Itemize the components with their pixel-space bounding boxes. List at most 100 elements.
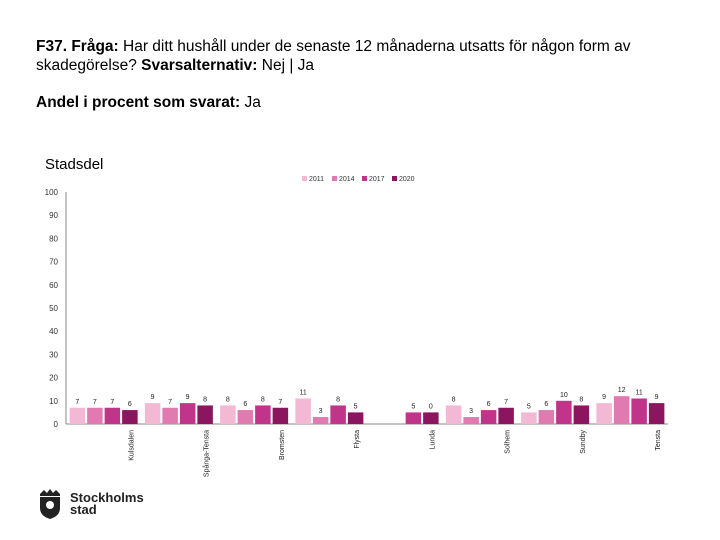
alternatives-text: Nej | Ja [261, 57, 315, 74]
bar-2020-0 [122, 410, 138, 424]
legend-label: 2011 [309, 176, 324, 183]
y-tick-label: 80 [49, 234, 58, 243]
data-label: 11 [635, 389, 642, 396]
bar-2014-3 [312, 417, 329, 424]
data-label: 6 [128, 401, 132, 408]
bar-2014-7 [613, 396, 630, 424]
bar-2020-7 [648, 403, 665, 424]
x-tick-label: Flysta [354, 430, 361, 449]
y-tick-label: 70 [49, 258, 58, 267]
data-label: 6 [487, 401, 491, 408]
data-label: 6 [544, 401, 548, 408]
y-tick-label: 100 [45, 188, 59, 197]
data-label: 7 [110, 399, 114, 406]
bar-2011-3 [295, 398, 311, 424]
question-title: F37. Fråga: Har ditt hushåll under de se… [36, 37, 696, 75]
data-label: 3 [319, 408, 323, 415]
crown-shield-icon [40, 489, 60, 519]
y-tick-label: 40 [49, 327, 58, 336]
bar-2011-7 [596, 403, 612, 424]
data-label: 7 [504, 399, 508, 406]
bar-2017-0 [104, 407, 121, 424]
logo-line-1: Stockholms [70, 490, 144, 505]
data-label: 9 [186, 394, 190, 401]
bar-2020-6 [573, 405, 590, 424]
bar-2020-3 [347, 412, 364, 424]
data-label: 7 [75, 399, 79, 406]
y-tick-label: 20 [49, 374, 58, 383]
bar-2017-3 [330, 405, 346, 424]
logo-text: Stockholms stad [70, 490, 144, 517]
bar-2011-6 [521, 412, 537, 424]
question-label: F37. Fråga: [36, 38, 119, 55]
data-label: 12 [618, 387, 626, 394]
stockholm-logo: Stockholms stad [36, 488, 144, 520]
share-text: Andel i procent som svarat: [36, 94, 241, 111]
logo-line-2: stad [70, 502, 97, 517]
bar-2020-4 [423, 412, 439, 424]
y-tick-label: 10 [49, 397, 58, 406]
x-tick-label: Bromsten [279, 430, 286, 460]
data-label: 5 [411, 403, 415, 410]
bar-2017-2 [255, 405, 271, 424]
alternatives-label: Svarsalternativ: [141, 57, 258, 74]
data-label: 9 [151, 394, 155, 401]
bar-2020-5 [498, 407, 514, 424]
question-text: Har ditt hushåll under de senaste 12 mån… [36, 38, 631, 74]
bar-2014-2 [237, 410, 254, 424]
legend-swatch-2014 [332, 176, 337, 181]
data-label: 5 [354, 403, 358, 410]
data-label: 6 [243, 401, 247, 408]
x-tick-label: Tensta [655, 430, 662, 451]
x-tick-label: Spånga-Tensta [203, 430, 211, 477]
y-tick-label: 0 [54, 420, 59, 429]
data-label: 9 [655, 394, 659, 401]
legend-label: 2020 [399, 176, 415, 183]
data-label: 11 [299, 389, 306, 396]
bar-2020-2 [272, 407, 289, 424]
legend-label: 2017 [369, 176, 385, 183]
bar-2017-1 [179, 403, 196, 424]
y-tick-label: 90 [49, 211, 58, 220]
x-tick-label: Lunda [429, 430, 436, 450]
legend-label: 2014 [339, 176, 355, 183]
bar-2014-0 [87, 407, 103, 424]
data-label: 8 [336, 396, 340, 403]
bar-2014-5 [463, 417, 479, 424]
bar-2014-1 [162, 407, 178, 424]
bar-2011-1 [144, 403, 161, 424]
data-label: 7 [93, 399, 97, 406]
y-tick-label: 30 [49, 350, 58, 359]
bar-2014-6 [538, 410, 555, 424]
legend-swatch-2011 [302, 176, 307, 181]
data-label: 8 [203, 396, 207, 403]
data-label: 3 [469, 408, 473, 415]
x-tick-label: Kulsdalen [128, 430, 135, 461]
y-tick-label: 60 [49, 281, 58, 290]
data-label: 5 [527, 403, 531, 410]
share-value: Ja [244, 94, 261, 111]
legend-swatch-2017 [362, 176, 367, 181]
y-tick-label: 50 [49, 304, 58, 313]
x-tick-label: Solhem [505, 430, 512, 454]
bar-2020-1 [197, 405, 213, 424]
data-label: 7 [168, 399, 172, 406]
data-label: 10 [560, 392, 568, 399]
x-tick-label: Sundby [580, 430, 587, 454]
bar-2011-2 [220, 405, 236, 424]
data-label: 7 [278, 399, 282, 406]
bar-2011-5 [445, 405, 462, 424]
data-label: 8 [261, 396, 265, 403]
legend-swatch-2020 [392, 176, 397, 181]
bar-2011-0 [69, 407, 86, 424]
data-label: 8 [452, 396, 456, 403]
bar-2017-6 [556, 400, 572, 424]
share-subtitle: Andel i procent som svarat: Ja [36, 94, 261, 112]
data-label: 8 [226, 396, 230, 403]
bar-2017-4 [405, 412, 422, 424]
data-label: 9 [602, 394, 606, 401]
data-label: 8 [579, 396, 583, 403]
data-label: 0 [429, 403, 433, 410]
bar-2017-5 [480, 410, 497, 424]
